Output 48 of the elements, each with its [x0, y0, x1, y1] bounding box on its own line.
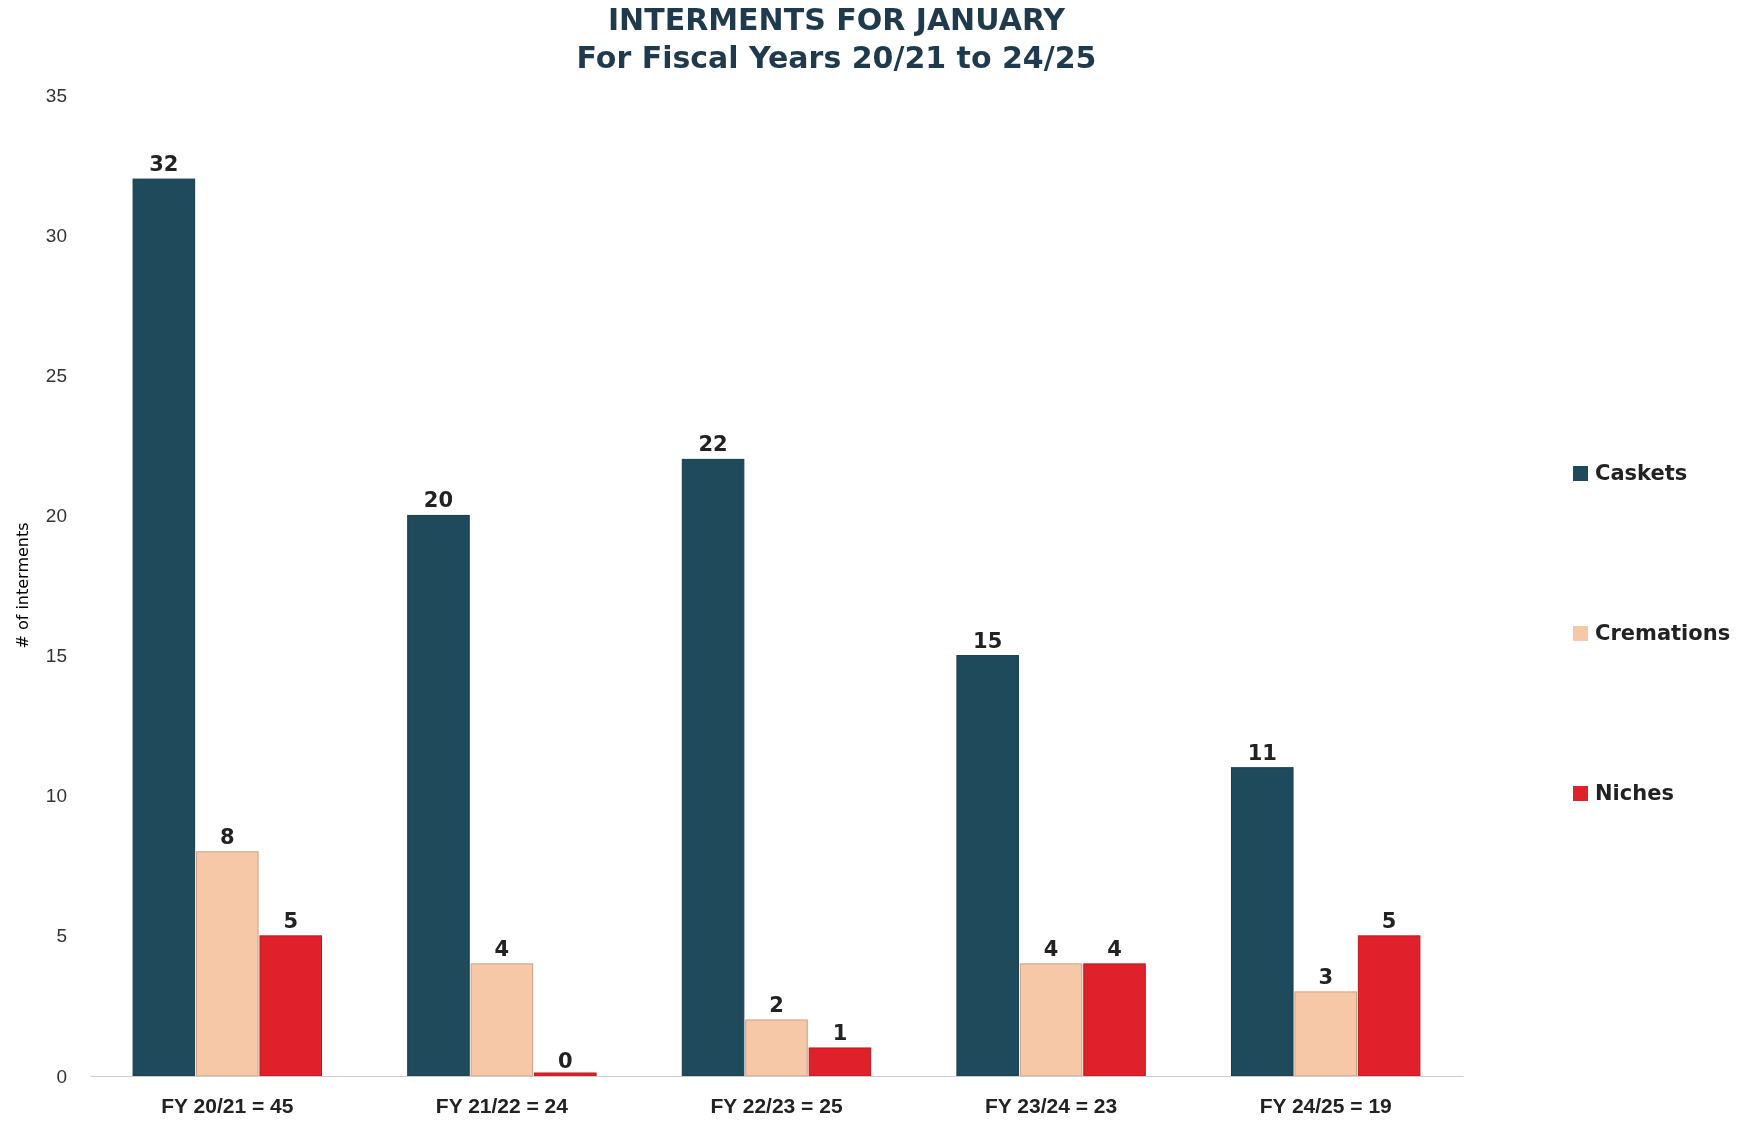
bar [407, 514, 470, 1077]
bar [132, 178, 196, 1077]
data-label: 20 [423, 488, 454, 513]
data-label: 5 [1381, 908, 1397, 933]
y-tick-label: 15 [45, 645, 67, 667]
bar [470, 963, 534, 1077]
y-tick-label: 35 [45, 84, 67, 106]
y-tick-label: 10 [45, 785, 67, 807]
bar [1357, 935, 1421, 1077]
data-label: 2 [769, 992, 784, 1017]
bar [1019, 963, 1083, 1077]
data-label: 5 [283, 908, 299, 933]
x-tick-label: FY 20/21 = 45 [161, 1093, 294, 1117]
x-tick-label: FY 21/22 = 24 [435, 1093, 569, 1117]
y-axis-title: # of interments [13, 522, 32, 649]
data-label: 22 [698, 432, 728, 457]
bar [745, 1019, 808, 1077]
bar [259, 935, 323, 1077]
y-tick-label: 5 [56, 925, 67, 947]
bar [808, 1047, 872, 1077]
bar [956, 655, 1019, 1077]
data-label: 3 [1318, 964, 1334, 989]
bar [1230, 767, 1294, 1077]
legend-label: Cremations [1595, 621, 1731, 645]
y-tick-label: 30 [45, 224, 67, 246]
bar [196, 851, 259, 1077]
y-tick-label: 25 [45, 364, 67, 386]
bar [1294, 991, 1357, 1077]
x-tick-label: FY 24/25 = 19 [1259, 1093, 1392, 1117]
data-label: 15 [973, 628, 1003, 653]
x-tick-label: FY 23/24 = 23 [985, 1093, 1118, 1117]
x-tick-label: FY 22/23 = 25 [710, 1093, 843, 1117]
y-tick-label: 20 [45, 505, 67, 527]
bar [681, 458, 745, 1077]
chart-title: INTERMENTS FOR JANUARY [607, 2, 1067, 37]
data-label: 4 [1107, 936, 1122, 961]
data-label: 8 [219, 824, 235, 849]
data-label: 1 [832, 1020, 848, 1045]
bar [1083, 963, 1146, 1077]
data-label: 11 [1247, 740, 1277, 765]
data-label: 4 [494, 936, 510, 961]
chart-subtitle: For Fiscal Years 20/21 to 24/25 [576, 40, 1097, 75]
y-tick-label: 0 [56, 1065, 67, 1087]
data-label: 32 [149, 152, 179, 177]
data-label: 4 [1043, 936, 1059, 961]
legend-label: Caskets [1595, 461, 1688, 485]
legend-label: Niches [1595, 781, 1674, 805]
data-label: 0 [558, 1049, 573, 1073]
